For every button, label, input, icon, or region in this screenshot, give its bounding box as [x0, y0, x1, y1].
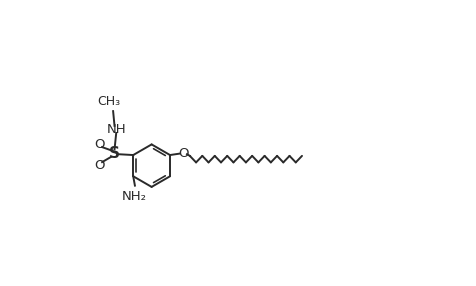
Text: O: O [95, 138, 105, 151]
Text: CH₃: CH₃ [98, 95, 121, 108]
Text: S: S [109, 146, 119, 161]
Text: NH: NH [107, 123, 127, 136]
Text: O: O [178, 147, 189, 160]
Text: NH₂: NH₂ [122, 190, 147, 203]
Text: O: O [95, 159, 105, 172]
